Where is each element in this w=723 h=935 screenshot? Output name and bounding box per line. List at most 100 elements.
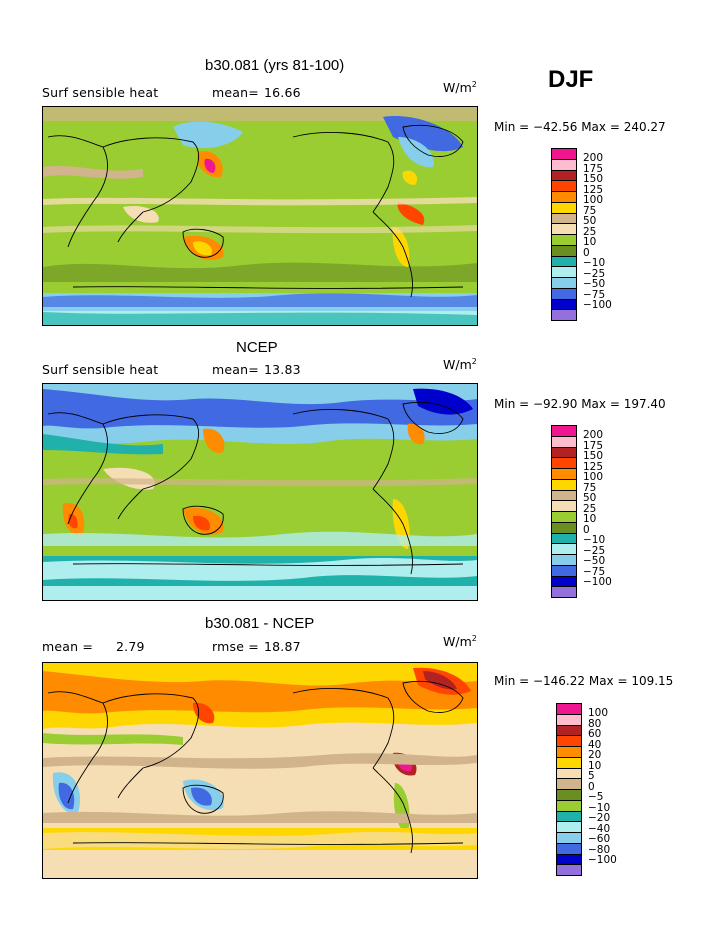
panel3-map bbox=[42, 662, 478, 879]
panel3-colorbar-ticks: 100 80 60 40 20 10 5 0 −5 −10 −20 −40 −6… bbox=[588, 708, 617, 866]
panel2-colorbar-ticks: 200 175 150 125 100 75 50 25 10 0 −10 −2… bbox=[583, 430, 612, 588]
colorbar-tick: 20 bbox=[588, 749, 602, 761]
colorbar-tick: 50 bbox=[583, 215, 597, 227]
colorbar-tick: 125 bbox=[583, 460, 604, 473]
season-label: DJF bbox=[548, 66, 594, 93]
colorbar-tick: 75 bbox=[583, 204, 597, 217]
colorbar-tick: 100 bbox=[588, 707, 609, 719]
colorbar-tick: 5 bbox=[588, 770, 595, 782]
colorbar-swatch bbox=[552, 170, 576, 182]
colorbar-swatch bbox=[557, 704, 581, 715]
colorbar-swatch bbox=[552, 512, 576, 523]
colorbar-swatch bbox=[557, 790, 581, 801]
colorbar-swatch bbox=[552, 299, 576, 311]
colorbar-swatch bbox=[557, 768, 581, 780]
colorbar-tick: 0 bbox=[588, 780, 595, 793]
colorbar-tick: 100 bbox=[583, 194, 604, 206]
panel2-title: NCEP bbox=[236, 339, 278, 356]
panel3-units: W/m2 bbox=[443, 634, 477, 650]
colorbar-tick: 10 bbox=[583, 236, 597, 248]
colorbar-tick: 100 bbox=[583, 471, 604, 483]
colorbar-swatch bbox=[552, 245, 576, 257]
colorbar-swatch bbox=[552, 436, 576, 448]
panel3-mean-label: mean = bbox=[42, 639, 94, 654]
colorbar-swatch bbox=[557, 757, 581, 769]
colorbar-tick: 10 bbox=[583, 513, 597, 525]
colorbar-swatch bbox=[552, 426, 576, 437]
panel2-units: W/m2 bbox=[443, 357, 477, 373]
colorbar-swatch bbox=[552, 192, 576, 203]
colorbar-tick: −75 bbox=[583, 565, 606, 578]
colorbar-swatch bbox=[552, 213, 576, 225]
colorbar-swatch bbox=[557, 865, 581, 875]
colorbar-swatch bbox=[552, 469, 576, 480]
colorbar-tick: 150 bbox=[583, 450, 604, 462]
panel1-field-label: Surf sensible heat bbox=[42, 85, 159, 100]
panel3-mean-value: 2.79 bbox=[116, 639, 145, 654]
panel3-title: b30.081 - NCEP bbox=[205, 615, 315, 632]
colorbar-tick: 175 bbox=[583, 439, 604, 452]
colorbar-swatch bbox=[552, 149, 576, 160]
panel2-field-label: Surf sensible heat bbox=[42, 362, 159, 377]
colorbar-swatch bbox=[552, 458, 576, 469]
colorbar-tick: 25 bbox=[583, 225, 597, 238]
colorbar-swatch bbox=[552, 267, 576, 278]
colorbar-tick: −50 bbox=[583, 555, 606, 567]
colorbar-swatch bbox=[557, 779, 581, 790]
colorbar-swatch bbox=[557, 714, 581, 726]
colorbar-tick: −80 bbox=[588, 843, 611, 856]
colorbar-swatch bbox=[552, 447, 576, 459]
colorbar-swatch bbox=[552, 587, 576, 597]
colorbar-tick: −25 bbox=[583, 544, 606, 557]
colorbar-tick: −75 bbox=[583, 288, 606, 301]
colorbar-tick: 200 bbox=[583, 152, 604, 164]
colorbar-swatch bbox=[557, 822, 581, 833]
colorbar-swatch bbox=[552, 235, 576, 246]
panel1-colorbar bbox=[551, 148, 577, 321]
colorbar-swatch bbox=[552, 565, 576, 577]
colorbar-tick: −20 bbox=[588, 812, 611, 824]
colorbar-swatch bbox=[552, 544, 576, 555]
colorbar-swatch bbox=[552, 479, 576, 491]
colorbar-tick: 80 bbox=[588, 717, 602, 730]
colorbar-swatch bbox=[552, 181, 576, 192]
colorbar-tick: −100 bbox=[583, 576, 612, 588]
colorbar-swatch bbox=[552, 159, 576, 171]
colorbar-swatch bbox=[552, 555, 576, 566]
colorbar-swatch bbox=[552, 310, 576, 320]
colorbar-swatch bbox=[557, 811, 581, 823]
colorbar-swatch bbox=[557, 800, 581, 812]
colorbar-tick: −60 bbox=[588, 833, 611, 845]
colorbar-swatch bbox=[552, 522, 576, 534]
colorbar-tick: 0 bbox=[583, 246, 590, 259]
colorbar-swatch bbox=[557, 843, 581, 855]
colorbar-swatch bbox=[557, 747, 581, 758]
colorbar-swatch bbox=[552, 288, 576, 300]
colorbar-swatch bbox=[552, 501, 576, 512]
panel1-mean-label: mean= bbox=[212, 85, 259, 100]
colorbar-tick: 25 bbox=[583, 502, 597, 515]
colorbar-tick: 0 bbox=[583, 523, 590, 536]
panel3-rmse-label: rmse = bbox=[212, 639, 259, 654]
colorbar-tick: −10 bbox=[583, 257, 606, 269]
colorbar-tick: −10 bbox=[583, 534, 606, 546]
colorbar-tick: 40 bbox=[588, 738, 602, 751]
panel1-map bbox=[42, 106, 478, 326]
colorbar-tick: −100 bbox=[588, 854, 617, 866]
panel3-colorbar bbox=[556, 703, 582, 876]
colorbar-tick: 200 bbox=[583, 429, 604, 441]
panel2-colorbar bbox=[551, 425, 577, 598]
colorbar-swatch bbox=[552, 490, 576, 502]
colorbar-swatch bbox=[552, 224, 576, 235]
colorbar-tick: 175 bbox=[583, 162, 604, 175]
colorbar-tick: −25 bbox=[583, 267, 606, 280]
panel1-title: b30.081 (yrs 81-100) bbox=[205, 57, 345, 74]
panel2-mean-value: 13.83 bbox=[264, 362, 301, 377]
panel2-min-max: Min = −92.90 Max = 197.40 bbox=[494, 397, 666, 411]
colorbar-swatch bbox=[557, 736, 581, 747]
colorbar-tick: −40 bbox=[588, 822, 611, 835]
colorbar-tick: 60 bbox=[588, 728, 602, 740]
colorbar-tick: 75 bbox=[583, 481, 597, 494]
panel3-rmse-value: 18.87 bbox=[264, 639, 301, 654]
colorbar-swatch bbox=[552, 576, 576, 588]
